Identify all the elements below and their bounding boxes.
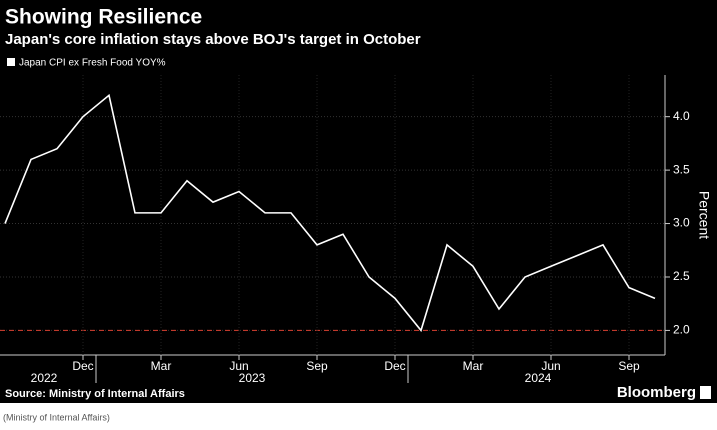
source: Source: Ministry of Internal Affairs xyxy=(5,388,185,400)
y-tick-label: 3.5 xyxy=(673,162,690,176)
x-tick-label: Sep xyxy=(618,359,640,373)
y-axis-label: Percent xyxy=(696,191,712,239)
chart-title: Showing Resilience xyxy=(5,6,202,29)
x-year-label: 2024 xyxy=(525,371,552,385)
x-tick-label: Jun xyxy=(229,359,248,373)
legend-swatch xyxy=(7,58,15,66)
x-year-label: 2022 xyxy=(31,371,58,385)
x-tick-label: Mar xyxy=(151,359,172,373)
chart-subtitle: Japan's core inflation stays above BOJ's… xyxy=(5,31,421,48)
x-tick-label: Sep xyxy=(306,359,328,373)
x-year-label: 2023 xyxy=(239,371,266,385)
brand-icon xyxy=(700,386,711,399)
background xyxy=(0,0,717,403)
x-tick-label: Dec xyxy=(384,359,405,373)
y-tick-label: 2.5 xyxy=(673,269,690,283)
y-tick-label: 3.0 xyxy=(673,216,690,230)
line-series xyxy=(4,93,656,333)
brand: Bloomberg xyxy=(617,384,696,401)
x-tick-label: Mar xyxy=(463,359,484,373)
legend-label: Japan CPI ex Fresh Food YOY% xyxy=(19,58,166,69)
x-tick-label: Dec xyxy=(72,359,93,373)
x-tick-label: Jun xyxy=(541,359,560,373)
y-tick-label: 2.0 xyxy=(673,323,690,337)
caption: (Ministry of Internal Affairs) xyxy=(3,412,110,422)
y-tick-label: 4.0 xyxy=(673,109,690,123)
